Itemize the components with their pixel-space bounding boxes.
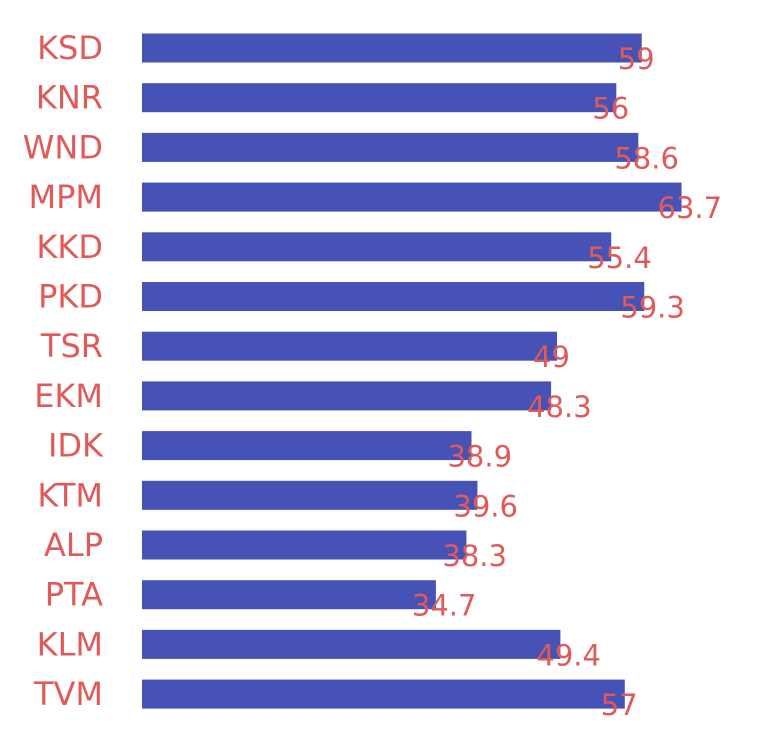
category-label-ktm: KTM [37,476,103,514]
value-label-tsr: 49 [533,340,570,374]
value-label-ekm: 48.3 [527,390,592,424]
value-label-alp: 38.3 [442,539,507,573]
bar-ekm [142,381,552,411]
value-label-tvm: 57 [601,688,638,722]
category-label-kkd: KKD [36,228,103,266]
bar-ksd [142,33,642,63]
value-label-kkd: 55.4 [587,241,652,275]
bar-ktm [142,480,478,510]
bar-tsr [142,331,558,361]
value-label-pkd: 59.3 [620,291,685,325]
value-label-ktm: 39.6 [453,489,518,523]
value-label-wnd: 58.6 [614,141,679,175]
bar-mpm [142,182,682,212]
category-label-tsr: TSR [40,327,103,365]
category-label-alp: ALP [44,526,103,564]
category-label-pta: PTA [45,576,103,614]
value-label-mpm: 63.7 [658,191,723,225]
value-label-idk: 38.9 [447,440,512,474]
category-label-idk: IDK [48,427,104,465]
category-label-klm: KLM [37,625,103,663]
bar-knr [142,83,617,113]
category-label-ksd: KSD [37,29,103,67]
value-label-klm: 49.4 [536,638,601,672]
category-label-mpm: MPM [28,178,103,216]
category-label-pkd: PKD [38,278,103,316]
bar-tvm [142,679,625,709]
value-label-pta: 34.7 [412,589,477,623]
bar-kkd [142,232,612,262]
category-label-knr: KNR [36,79,103,117]
category-label-ekm: EKM [34,377,103,415]
bar-wnd [142,132,639,162]
bar-klm [142,629,561,659]
value-label-knr: 56 [592,92,629,126]
category-label-wnd: WND [23,128,103,166]
bar-pta [142,580,436,610]
category-label-tvm: TVM [33,675,103,713]
value-label-ksd: 59 [618,42,655,76]
bar-pkd [142,282,645,311]
bar-idk [142,431,472,461]
bar-alp [142,530,467,560]
